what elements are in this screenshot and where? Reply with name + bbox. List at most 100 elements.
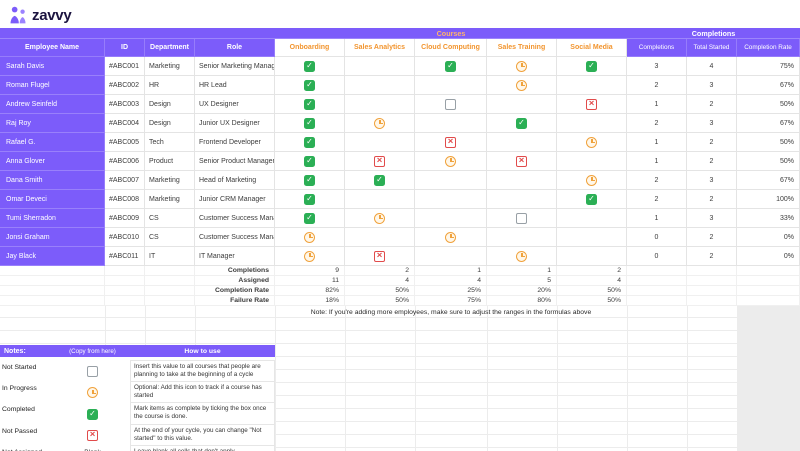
- employee-id-cell[interactable]: #ABC007: [105, 171, 145, 190]
- course-status-cell[interactable]: [487, 133, 557, 152]
- legend-icon-cell[interactable]: [55, 425, 130, 446]
- course-status-icon[interactable]: [304, 60, 315, 72]
- completions-cell[interactable]: 1: [627, 209, 687, 228]
- department-cell[interactable]: IT: [145, 247, 195, 266]
- completions-cell[interactable]: 1: [627, 152, 687, 171]
- course-status-icon[interactable]: [516, 79, 527, 91]
- department-cell[interactable]: CS: [145, 209, 195, 228]
- completed-icon[interactable]: [87, 408, 98, 420]
- total-started-cell[interactable]: 3: [687, 114, 737, 133]
- completions-cell[interactable]: 0: [627, 228, 687, 247]
- course-status-cell[interactable]: [275, 228, 345, 247]
- role-cell[interactable]: Senior Product Manager: [195, 152, 275, 171]
- course-status-icon[interactable]: [445, 231, 456, 243]
- course-status-icon[interactable]: [374, 155, 385, 167]
- course-status-cell[interactable]: [415, 76, 487, 95]
- summary-value[interactable]: 4: [345, 276, 415, 286]
- course-status-icon[interactable]: [304, 231, 315, 243]
- course-status-cell[interactable]: [557, 114, 627, 133]
- employee-name-cell[interactable]: Andrew Seinfeld: [0, 95, 105, 114]
- employee-name-cell[interactable]: Rafael G.: [0, 133, 105, 152]
- course-status-icon[interactable]: [516, 155, 527, 167]
- course-status-icon[interactable]: [304, 155, 315, 167]
- role-cell[interactable]: Frontend Developer: [195, 133, 275, 152]
- completions-cell[interactable]: 2: [627, 171, 687, 190]
- course-status-cell[interactable]: [275, 133, 345, 152]
- summary-value[interactable]: 2: [557, 266, 627, 276]
- summary-value[interactable]: 50%: [345, 296, 415, 306]
- role-cell[interactable]: HR Lead: [195, 76, 275, 95]
- completion-rate-cell[interactable]: 0%: [737, 247, 800, 266]
- course-status-cell[interactable]: [345, 247, 415, 266]
- course-status-cell[interactable]: [345, 190, 415, 209]
- employee-name-cell[interactable]: Raj Roy: [0, 114, 105, 133]
- summary-value[interactable]: 75%: [415, 296, 487, 306]
- course-status-cell[interactable]: [487, 114, 557, 133]
- total-started-cell[interactable]: 4: [687, 57, 737, 76]
- course-status-cell[interactable]: [275, 57, 345, 76]
- course-status-cell[interactable]: [275, 152, 345, 171]
- course-status-icon[interactable]: [304, 174, 315, 186]
- total-started-cell[interactable]: 2: [687, 95, 737, 114]
- course-status-cell[interactable]: [275, 76, 345, 95]
- employee-id-cell[interactable]: #ABC006: [105, 152, 145, 171]
- employee-id-cell[interactable]: #ABC005: [105, 133, 145, 152]
- role-cell[interactable]: Junior CRM Manager: [195, 190, 275, 209]
- course-status-icon[interactable]: [586, 60, 597, 72]
- course-status-icon[interactable]: [516, 250, 527, 262]
- course-status-cell[interactable]: [415, 209, 487, 228]
- completion-rate-cell[interactable]: 75%: [737, 57, 800, 76]
- employee-id-cell[interactable]: #ABC008: [105, 190, 145, 209]
- course-status-cell[interactable]: [557, 228, 627, 247]
- course-status-cell[interactable]: [345, 152, 415, 171]
- course-status-cell[interactable]: [557, 152, 627, 171]
- course-status-icon[interactable]: [445, 98, 456, 110]
- course-status-cell[interactable]: [345, 171, 415, 190]
- course-status-cell[interactable]: [557, 133, 627, 152]
- completion-rate-cell[interactable]: 50%: [737, 133, 800, 152]
- employee-id-cell[interactable]: #ABC004: [105, 114, 145, 133]
- total-started-cell[interactable]: 2: [687, 133, 737, 152]
- employee-name-cell[interactable]: Dana Smith: [0, 171, 105, 190]
- not-started-icon[interactable]: [87, 366, 98, 378]
- completions-cell[interactable]: 2: [627, 76, 687, 95]
- completion-rate-cell[interactable]: 50%: [737, 95, 800, 114]
- not-passed-icon[interactable]: [87, 430, 98, 442]
- employee-id-cell[interactable]: #ABC001: [105, 57, 145, 76]
- course-status-cell[interactable]: [557, 247, 627, 266]
- completion-rate-cell[interactable]: 67%: [737, 76, 800, 95]
- total-started-cell[interactable]: 2: [687, 247, 737, 266]
- summary-value[interactable]: 4: [415, 276, 487, 286]
- completions-cell[interactable]: 2: [627, 114, 687, 133]
- course-status-icon[interactable]: [516, 117, 527, 129]
- employee-id-cell[interactable]: #ABC011: [105, 247, 145, 266]
- summary-value[interactable]: 1: [415, 266, 487, 276]
- total-started-cell[interactable]: 2: [687, 190, 737, 209]
- role-cell[interactable]: UX Designer: [195, 95, 275, 114]
- completion-rate-cell[interactable]: 33%: [737, 209, 800, 228]
- course-status-cell[interactable]: [345, 114, 415, 133]
- course-status-cell[interactable]: [275, 209, 345, 228]
- legend-icon-cell[interactable]: [55, 361, 130, 382]
- course-status-icon[interactable]: [516, 212, 527, 224]
- course-status-cell[interactable]: [345, 95, 415, 114]
- course-status-icon[interactable]: [374, 250, 385, 262]
- role-cell[interactable]: IT Manager: [195, 247, 275, 266]
- course-status-cell[interactable]: [345, 57, 415, 76]
- summary-value[interactable]: 50%: [557, 296, 627, 306]
- completions-cell[interactable]: 2: [627, 190, 687, 209]
- course-status-cell[interactable]: [415, 95, 487, 114]
- course-status-icon[interactable]: [445, 60, 456, 72]
- course-status-cell[interactable]: [487, 152, 557, 171]
- summary-value[interactable]: 25%: [415, 286, 487, 296]
- course-status-cell[interactable]: [415, 152, 487, 171]
- total-started-cell[interactable]: 3: [687, 76, 737, 95]
- course-status-cell[interactable]: [275, 190, 345, 209]
- course-status-icon[interactable]: [374, 117, 385, 129]
- legend-icon-cell[interactable]: Blank: [55, 446, 130, 451]
- completions-cell[interactable]: 1: [627, 133, 687, 152]
- course-status-icon[interactable]: [516, 60, 527, 72]
- employee-name-cell[interactable]: Sarah Davis: [0, 57, 105, 76]
- course-status-icon[interactable]: [304, 79, 315, 91]
- course-status-cell[interactable]: [345, 133, 415, 152]
